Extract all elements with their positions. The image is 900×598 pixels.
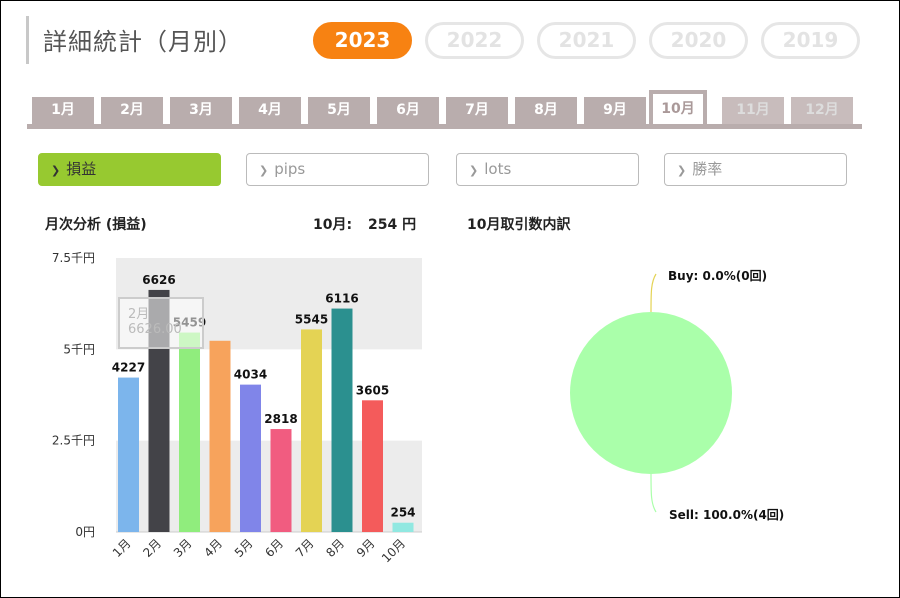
chevron-right-icon: ❯ xyxy=(51,164,61,177)
title-bar: 詳細統計（月別） xyxy=(26,16,242,64)
tab-month-7[interactable]: 7月 xyxy=(446,97,508,124)
tab-month-8[interactable]: 8月 xyxy=(515,97,577,124)
bar-data-label: 6116 xyxy=(325,292,358,306)
pie-chart-title: 10月取引数内訳 xyxy=(467,217,571,233)
year-2021-button[interactable]: 2021 xyxy=(537,22,636,59)
year-2019-button[interactable]: 2019 xyxy=(761,22,860,59)
tab-month-4[interactable]: 4月 xyxy=(239,97,301,124)
metric-label: 損益 xyxy=(66,160,97,178)
metric-2-button[interactable]: ❯ pips xyxy=(246,153,429,186)
bar-data-label: 2818 xyxy=(264,412,297,426)
pie-slice-label: Sell: 100.0%(4回) xyxy=(669,508,784,522)
bar-3[interactable] xyxy=(179,332,200,532)
year-2020-button[interactable]: 2020 xyxy=(649,22,748,59)
bar-5[interactable] xyxy=(240,384,261,532)
trade-breakdown-pie: Buy: 0.0%(0回) Sell: 100.0%(4回) xyxy=(570,269,784,522)
tab-month-10[interactable]: 10月 xyxy=(649,90,707,126)
bar-data-label: 3605 xyxy=(356,383,389,397)
bar-data-label: 4227 xyxy=(112,361,145,375)
x-tick-label: 4月 xyxy=(201,536,225,560)
x-tick-label: 3月 xyxy=(171,536,195,560)
metric-label: lots xyxy=(484,160,512,178)
bar-10[interactable] xyxy=(392,522,414,532)
chart-tooltip: 2月 6626.00 xyxy=(118,297,204,349)
summary-value: 254 円 xyxy=(368,217,417,233)
y-tick-label: 5千円 xyxy=(63,342,95,356)
tab-month-6[interactable]: 6月 xyxy=(377,97,439,124)
year-2022-button[interactable]: 2022 xyxy=(425,22,524,59)
x-tick-label: 9月 xyxy=(354,536,378,560)
tab-month-11[interactable]: 11月 xyxy=(722,97,784,124)
tab-bar-rule xyxy=(27,124,862,129)
x-tick-label: 1月 xyxy=(110,536,134,560)
tab-month-9[interactable]: 9月 xyxy=(584,97,646,124)
bar-data-label: 4034 xyxy=(234,368,267,382)
metric-1-button[interactable]: ❯ 損益 xyxy=(38,153,221,186)
page-title: 詳細統計（月別） xyxy=(43,28,243,56)
bar-4[interactable] xyxy=(209,340,231,532)
y-tick-label: 7.5千円 xyxy=(52,251,95,265)
bar-1[interactable] xyxy=(118,377,139,532)
monthly-bar-chart: 0円2.5千円5千円7.5千円42271月66262月54593月4月40345… xyxy=(52,251,422,565)
metric-label: 勝率 xyxy=(692,160,723,178)
x-tick-label: 8月 xyxy=(323,536,347,560)
metric-label: pips xyxy=(274,160,306,178)
bar-chart-title: 月次分析 (損益) xyxy=(45,217,147,233)
bar-6[interactable] xyxy=(270,429,292,532)
metric-3-button[interactable]: ❯ lots xyxy=(456,153,639,186)
metric-4-button[interactable]: ❯ 勝率 xyxy=(664,153,847,186)
pie-slice-label: Buy: 0.0%(0回) xyxy=(668,269,767,283)
tooltip-value: 6626.00 xyxy=(128,322,182,337)
chevron-right-icon: ❯ xyxy=(469,164,479,177)
x-tick-label: 5月 xyxy=(232,536,256,560)
bar-9[interactable] xyxy=(362,400,383,532)
pie-connector-line xyxy=(650,473,657,513)
tab-month-5[interactable]: 5月 xyxy=(308,97,370,124)
tab-month-1[interactable]: 1月 xyxy=(32,97,94,124)
bar-8[interactable] xyxy=(331,308,353,532)
tooltip-month: 2月 xyxy=(128,307,150,322)
y-tick-label: 2.5千円 xyxy=(52,434,95,448)
bar-data-label: 5545 xyxy=(295,312,328,326)
chevron-right-icon: ❯ xyxy=(677,164,687,177)
chevron-right-icon: ❯ xyxy=(259,164,269,177)
bar-2[interactable] xyxy=(148,289,170,532)
bar-data-label: 6626 xyxy=(142,273,175,287)
tab-month-2[interactable]: 2月 xyxy=(101,97,163,124)
year-2023-button[interactable]: 2023 xyxy=(313,22,412,59)
pie-connector-line xyxy=(650,273,657,313)
tab-month-12[interactable]: 12月 xyxy=(791,97,853,124)
x-tick-label: 10月 xyxy=(379,536,408,565)
y-tick-label: 0円 xyxy=(75,525,95,539)
x-tick-label: 6月 xyxy=(262,536,286,560)
x-tick-label: 7月 xyxy=(293,536,317,560)
bar-7[interactable] xyxy=(301,329,322,532)
x-tick-label: 2月 xyxy=(140,536,164,560)
summary-month: 10月: xyxy=(313,217,353,233)
tab-month-3[interactable]: 3月 xyxy=(170,97,232,124)
pie-slice-sell[interactable] xyxy=(570,312,732,474)
bar-data-label: 254 xyxy=(390,506,415,520)
